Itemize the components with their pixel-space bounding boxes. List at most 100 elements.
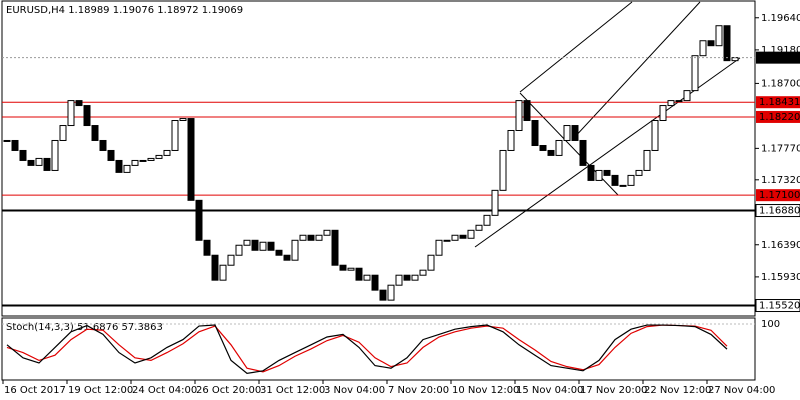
candle [659,105,667,122]
level-label: 1.16880 [759,206,800,217]
main-panel [1,0,756,317]
y-tick-label: 1.16390 [761,240,800,251]
candle [243,239,251,246]
candle [267,241,275,251]
candle [291,239,299,261]
level-label: 1.18220 [759,112,800,123]
candle [211,254,219,281]
y-tick-label: 1.17320 [761,175,800,186]
level-label-box [755,299,800,313]
candle [555,139,563,156]
candle [395,274,403,286]
candle [107,149,115,161]
candle [347,267,355,271]
candle [699,40,707,57]
candle [675,100,683,103]
candle [403,274,411,281]
x-tick-label: 22 Nov 12:00 [644,385,711,396]
candle [75,100,83,107]
candle [387,284,395,301]
x-tick-label: 16 Oct 2017 [4,385,66,396]
candle [723,25,731,62]
candle [467,229,475,239]
level-label: 1.15520 [759,301,800,312]
level-label-box [756,110,800,123]
candle [27,159,35,166]
x-tick-label: 15 Nov 04:00 [516,385,583,396]
candle [195,199,203,241]
candle [67,100,75,127]
candle [603,169,611,176]
candle [475,224,483,231]
candle [563,125,571,141]
candle [379,289,387,301]
y-tick-label: 1.17770 [761,143,800,154]
candle [619,184,627,187]
candle [451,234,459,241]
candle [219,264,227,281]
last-price-label: 1.19069 [759,53,800,64]
candle [59,125,67,141]
candle [355,267,363,281]
candle [11,139,19,151]
candle [539,145,547,151]
candle [515,100,523,131]
stoch-tick-label: 100 [761,319,780,330]
candle [155,154,163,159]
x-tick-label: 31 Oct 12:00 [260,385,325,396]
candle [523,100,531,122]
candle [651,120,659,151]
candle [235,244,243,256]
candle [3,139,11,142]
candle [83,105,91,127]
candle [339,264,347,271]
candle [587,164,595,181]
x-tick-label: 3 Nov 04:00 [324,385,385,396]
candle [427,254,435,271]
candle [139,159,147,162]
candle [131,159,139,166]
candle [363,274,371,281]
level-label-box [756,96,800,109]
stoch-panel [1,317,756,381]
trend-line [519,1,633,93]
x-tick-label: 27 Nov 04:00 [708,385,775,396]
candle [259,241,267,251]
candle [147,157,155,161]
candle [635,169,643,176]
candle [275,249,283,256]
candle [315,234,323,241]
candle [163,149,171,156]
candle [443,239,451,242]
y-tick-label: 1.15930 [761,272,800,283]
candle [123,164,131,173]
y-tick-label: 1.18700 [761,78,800,89]
candle [507,129,515,151]
candle [115,159,123,173]
x-tick-label: 17 Nov 20:00 [580,385,647,396]
candle [99,139,107,151]
candle [35,157,43,166]
candle [579,139,587,166]
candle [499,149,507,191]
candle [371,274,379,291]
candle [531,120,539,147]
candle [547,149,555,156]
candle [51,139,59,171]
candle [419,269,427,276]
x-tick-label: 7 Nov 20:00 [388,385,449,396]
y-tick-label: 1.19640 [761,13,800,24]
candle [483,214,491,226]
x-tick-label: 19 Oct 12:00 [68,385,133,396]
candle [187,118,195,201]
candle [203,239,211,256]
candle [683,90,691,102]
x-tick-label: 26 Oct 20:00 [196,385,261,396]
candle [227,254,235,266]
level-label: 1.18431 [759,97,800,108]
level-label-box [756,189,800,202]
candle [691,55,699,92]
candle [643,149,651,171]
